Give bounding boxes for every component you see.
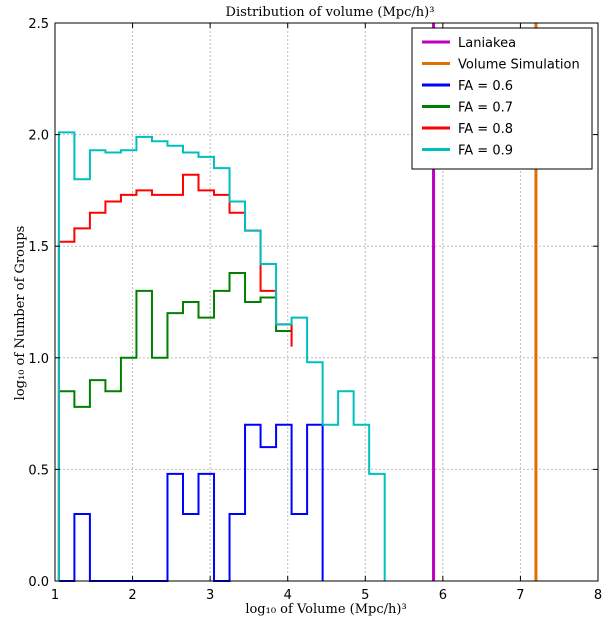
legend-label: FA = 0.6: [458, 79, 513, 94]
series-line: [57, 131, 386, 581]
x-tick-label: 5: [361, 588, 369, 603]
series-line: [58, 423, 324, 582]
y-tick-label: 2.0: [28, 129, 49, 144]
legend-label: Laniakea: [458, 36, 516, 51]
series-line: [57, 271, 293, 581]
x-tick-label: 6: [439, 588, 447, 603]
y-tick-label: 2.5: [28, 17, 49, 32]
x-tick-label: 4: [284, 588, 292, 603]
x-tick-label: 3: [206, 588, 214, 603]
series-line: [57, 173, 293, 581]
axis-ticks: 1 2 3 4 5 6 7 8 0.0 0.5 1.0 1.5 2.0 2.5: [28, 17, 602, 603]
legend-box: [411, 27, 593, 170]
plot-frame: [54, 22, 599, 582]
x-tick-label: 8: [594, 588, 602, 603]
legend-label: FA = 0.7: [458, 101, 513, 116]
chart-title: Distribution of volume (Mpc/h)³: [226, 5, 435, 20]
y-tick-label: 0.5: [28, 463, 49, 478]
y-tick-label: 1.0: [28, 352, 49, 367]
legend-label: FA = 0.9: [458, 144, 513, 159]
legend-label: FA = 0.8: [458, 122, 513, 137]
y-tick-label: 0.0: [28, 575, 49, 590]
x-tick-label: 7: [516, 588, 524, 603]
legend-label: Volume Simulation: [458, 58, 580, 73]
y-tick-label: 1.5: [28, 240, 49, 255]
x-axis-label: log₁₀ of Volume (Mpc/h)³: [245, 602, 406, 617]
x-tick-label: 1: [51, 588, 59, 603]
x-tick-label: 2: [128, 588, 136, 603]
data-series: [57, 131, 386, 582]
legend: Laniakea Volume Simulation FA = 0.6 FA = 0.…: [411, 27, 593, 170]
y-axis-label: log₁₀ of Number of Groups: [13, 226, 28, 401]
